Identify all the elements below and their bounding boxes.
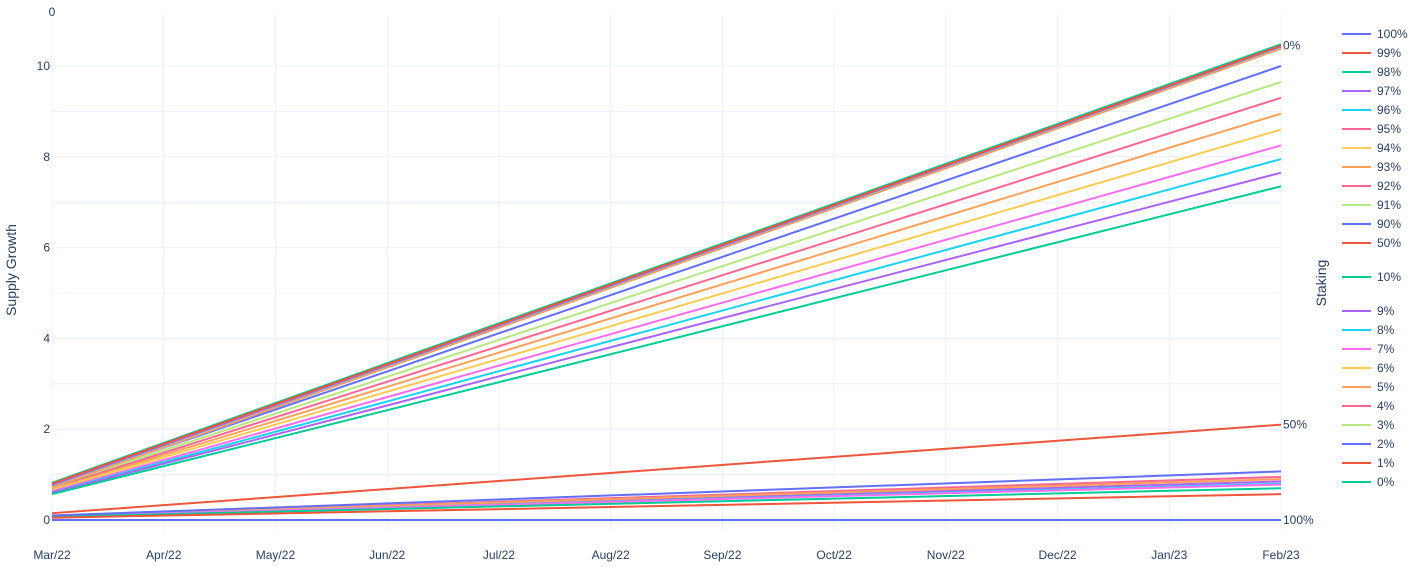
series-line — [51, 171, 1282, 494]
legend-item: 92% — [1342, 179, 1401, 193]
y-axis-title: Supply Growth — [3, 224, 19, 316]
legend-item: 93% — [1342, 160, 1401, 174]
legend-item: 7% — [1342, 342, 1395, 356]
legend-label: 9% — [1377, 304, 1395, 318]
legend-item: 8% — [1342, 323, 1395, 337]
legend-label: 10% — [1377, 270, 1401, 284]
legend-label: 1% — [1377, 456, 1395, 470]
legend-label: 4% — [1377, 399, 1395, 413]
series-line — [51, 65, 1282, 487]
legend-item: 100% — [1342, 27, 1408, 41]
series-line — [51, 44, 1282, 485]
legend-label: 5% — [1377, 380, 1395, 394]
series-line — [51, 112, 1282, 491]
legend-label: 91% — [1377, 198, 1401, 212]
series-end-label: 0% — [1283, 39, 1301, 53]
legend-item: 1% — [1342, 456, 1395, 470]
y-tick-label: 4 — [43, 331, 50, 345]
legend-item: 91% — [1342, 198, 1401, 212]
y-tick-label: 10 — [37, 59, 51, 73]
legend-label: 96% — [1377, 103, 1401, 117]
legend-label: 99% — [1377, 46, 1401, 60]
legend-label: 95% — [1377, 122, 1401, 136]
lines-layer — [51, 43, 1282, 521]
series-line — [51, 96, 1282, 490]
legend-title: Staking — [1313, 260, 1329, 307]
legend-label: 7% — [1377, 342, 1395, 356]
x-tick-label: Nov/22 — [927, 548, 965, 562]
series-line — [51, 185, 1282, 496]
series-line — [51, 493, 1282, 519]
legend-item: 2% — [1342, 437, 1395, 451]
series-line — [51, 128, 1282, 491]
x-tick-label: Jan/23 — [1151, 548, 1187, 562]
x-tick-label: Feb/23 — [1262, 548, 1300, 562]
legend-item: 0% — [1342, 475, 1395, 489]
legend-label: 93% — [1377, 160, 1401, 174]
legend-item: 4% — [1342, 399, 1395, 413]
legend-label: 98% — [1377, 65, 1401, 79]
y-tick-label: 0 — [43, 513, 50, 527]
legend-label: 6% — [1377, 361, 1395, 375]
series-line — [51, 487, 1282, 518]
legend-item: 10% — [1342, 270, 1401, 284]
legend-item: 97% — [1342, 84, 1401, 98]
legend-label: 0% — [1377, 475, 1395, 489]
legend-item: 98% — [1342, 65, 1401, 79]
x-tick-label: May/22 — [256, 548, 296, 562]
x-tick-label: Dec/22 — [1039, 548, 1077, 562]
x-tick-label: Apr/22 — [146, 548, 182, 562]
series-line — [51, 144, 1282, 493]
legend-item: 96% — [1342, 103, 1401, 117]
legend-item: 5% — [1342, 380, 1395, 394]
series-end-label: 50% — [1283, 418, 1307, 432]
x-tick-label: Oct/22 — [816, 548, 852, 562]
legend-item: 9% — [1342, 304, 1395, 318]
legend-item: 50% — [1342, 236, 1401, 250]
labels-layer: 0% 50% 100% — [1283, 39, 1314, 527]
series-line — [51, 478, 1282, 517]
legend-label: 100% — [1377, 27, 1408, 41]
y-tick-label: 6 — [43, 241, 50, 255]
series-line — [51, 80, 1282, 489]
legend-label: 3% — [1377, 418, 1395, 432]
y-tick-label: 8 — [43, 150, 50, 164]
legend-label: 94% — [1377, 141, 1401, 155]
legend-label: 92% — [1377, 179, 1401, 193]
series-line — [51, 423, 1282, 515]
legend-label: 50% — [1377, 236, 1401, 250]
legend-item: 90% — [1342, 217, 1401, 231]
legend-label: 90% — [1377, 217, 1401, 231]
y-tick-label: 0 — [49, 5, 56, 19]
series-line — [51, 470, 1282, 517]
x-tick-label: Sep/22 — [703, 548, 741, 562]
legend-item: 95% — [1342, 122, 1401, 136]
x-tick-label: Jul/22 — [483, 548, 515, 562]
series-end-label: 100% — [1283, 513, 1314, 527]
y-tick-label: 2 — [43, 422, 50, 436]
legend-item: 3% — [1342, 418, 1395, 432]
x-tick-label: Aug/22 — [592, 548, 630, 562]
legend-label: 8% — [1377, 323, 1395, 337]
legend-item: 99% — [1342, 46, 1401, 60]
x-tick-label: Mar/22 — [33, 548, 71, 562]
legend-item: 6% — [1342, 361, 1395, 375]
legend-label: 2% — [1377, 437, 1395, 451]
legend-item: 94% — [1342, 141, 1401, 155]
legend-label: 97% — [1377, 84, 1401, 98]
legend: 100% 99% 98% 97% 96% 95% 94% 93% 92% 91% 90% 50% 10%… — [1342, 27, 1408, 489]
x-tick-label: Jun/22 — [369, 548, 405, 562]
series-line — [51, 158, 1282, 494]
